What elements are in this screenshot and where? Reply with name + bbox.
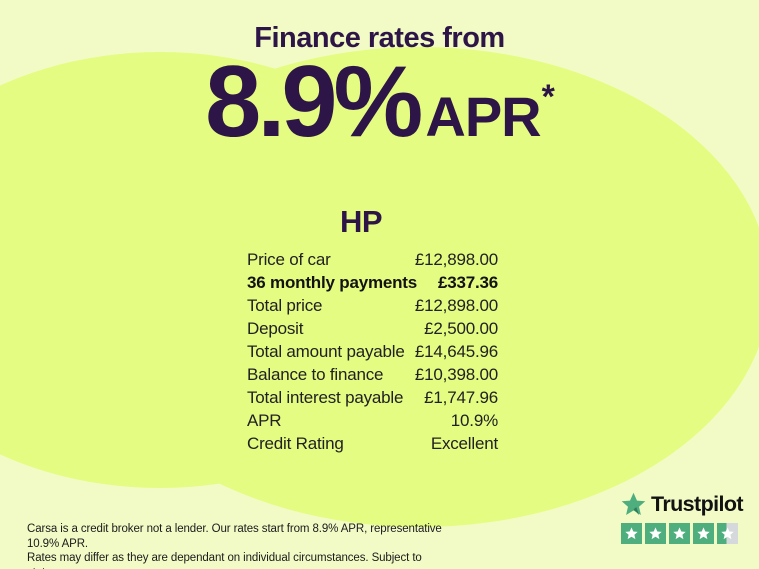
- rating-half-star-icon: [717, 523, 738, 544]
- legal-disclaimer: Carsa is a credit broker not a lender. O…: [27, 522, 457, 569]
- table-row: Deposit £2,500.00: [247, 317, 498, 340]
- rate-footnote-asterisk: *: [541, 77, 555, 116]
- table-row: APR 10.9%: [247, 409, 498, 432]
- rating-star-icon: [645, 523, 666, 544]
- table-row: Balance to finance £10,398.00: [247, 363, 498, 386]
- row-value: £1,747.96: [424, 387, 498, 407]
- row-label: Deposit: [247, 318, 304, 338]
- row-label: Balance to finance: [247, 364, 384, 384]
- row-label: Total price: [247, 295, 323, 315]
- trustpilot-wordmark: Trustpilot: [651, 492, 744, 516]
- trustpilot-rating-4-5-stars[interactable]: [621, 523, 738, 544]
- row-value: £10,398.00: [414, 364, 498, 384]
- trustpilot-star-icon: [621, 492, 646, 515]
- rating-star-icon: [693, 523, 714, 544]
- table-row: Total interest payable £1,747.96: [247, 386, 498, 409]
- finance-table: Price of car £12,898.00 36 monthly payme…: [247, 248, 498, 455]
- row-value: 10.9%: [450, 410, 498, 430]
- row-label: Credit Rating: [247, 433, 344, 453]
- background-circle-right: [70, 47, 759, 527]
- row-label: Total interest payable: [247, 387, 404, 407]
- disclaimer-line-1: Carsa is a credit broker not a lender. O…: [27, 523, 442, 550]
- rate-headline: 8.9% APR*: [0, 52, 759, 153]
- table-row-monthly-payment: 36 monthly payments £337.36: [247, 271, 498, 294]
- disclaimer-line-2: Rates may differ as they are dependant o…: [27, 552, 422, 569]
- eyebrow-title: Finance rates from: [254, 22, 505, 54]
- table-row: Total amount payable £14,645.96: [247, 340, 498, 363]
- rate-suffix: APR: [425, 85, 541, 148]
- row-value: £12,898.00: [414, 249, 498, 269]
- row-value: £337.36: [437, 272, 498, 292]
- row-label: Total amount payable: [247, 341, 405, 361]
- finance-product-title: HP: [339, 204, 383, 239]
- table-row: Price of car £12,898.00: [247, 248, 498, 271]
- rating-star-icon: [669, 523, 690, 544]
- row-value: £12,898.00: [414, 295, 498, 315]
- table-row: Credit Rating Excellent: [247, 432, 498, 455]
- row-label: Price of car: [247, 249, 331, 269]
- row-value: £2,500.00: [424, 318, 498, 338]
- rating-star-icon: [621, 523, 642, 544]
- row-label: APR: [247, 410, 282, 430]
- row-value: £14,645.96: [414, 341, 498, 361]
- trustpilot-badge[interactable]: Trustpilot: [620, 491, 744, 518]
- row-value: Excellent: [430, 433, 498, 453]
- table-row: Total price £12,898.00: [247, 294, 498, 317]
- row-label: 36 monthly payments: [247, 272, 418, 292]
- rate-value: 8.9%: [205, 46, 423, 158]
